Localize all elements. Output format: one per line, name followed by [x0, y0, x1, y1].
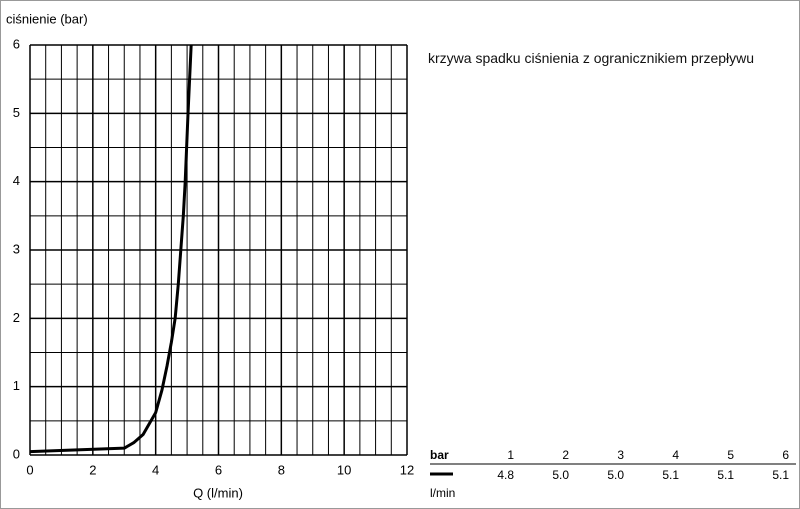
x-tick-label: 8: [278, 462, 285, 477]
x-tick-label: 2: [89, 462, 96, 477]
table-cell: 5.0: [607, 468, 624, 482]
y-tick-label: 4: [13, 173, 20, 188]
table-cell: 5.0: [552, 468, 569, 482]
table-header: 4: [672, 448, 679, 462]
table-header: bar: [430, 448, 449, 462]
table-row-label: l/min: [430, 486, 455, 500]
x-tick-label: 6: [215, 462, 222, 477]
table-cell: 4.8: [497, 468, 514, 482]
annotation: krzywa spadku ciśnienia z ogranicznikiem…: [428, 50, 755, 66]
y-tick-label: 3: [13, 241, 20, 256]
x-tick-label: 12: [400, 462, 414, 477]
y-tick-label: 5: [13, 105, 20, 120]
y-axis-label: ciśnienie (bar): [6, 11, 88, 26]
table-cell: 5.1: [662, 468, 679, 482]
y-tick-label: 2: [13, 310, 20, 325]
y-tick-label: 6: [13, 36, 20, 51]
x-axis-label: Q (l/min): [193, 485, 243, 500]
table-header: 1: [507, 448, 514, 462]
x-tick-label: 4: [152, 462, 159, 477]
y-tick-label: 1: [13, 378, 20, 393]
table-header: 6: [782, 448, 789, 462]
table-cell: 5.1: [717, 468, 734, 482]
table-cell: 5.1: [772, 468, 789, 482]
annotation-box: krzywa spadku ciśnienia z ogranicznikiem…: [428, 50, 755, 66]
x-tick-label: 0: [26, 462, 33, 477]
y-tick-label: 0: [13, 446, 20, 461]
x-tick-label: 10: [337, 462, 351, 477]
table-header: 2: [562, 448, 569, 462]
table-header: 3: [617, 448, 624, 462]
table-header: 5: [727, 448, 734, 462]
data-line: [29, 44, 193, 454]
